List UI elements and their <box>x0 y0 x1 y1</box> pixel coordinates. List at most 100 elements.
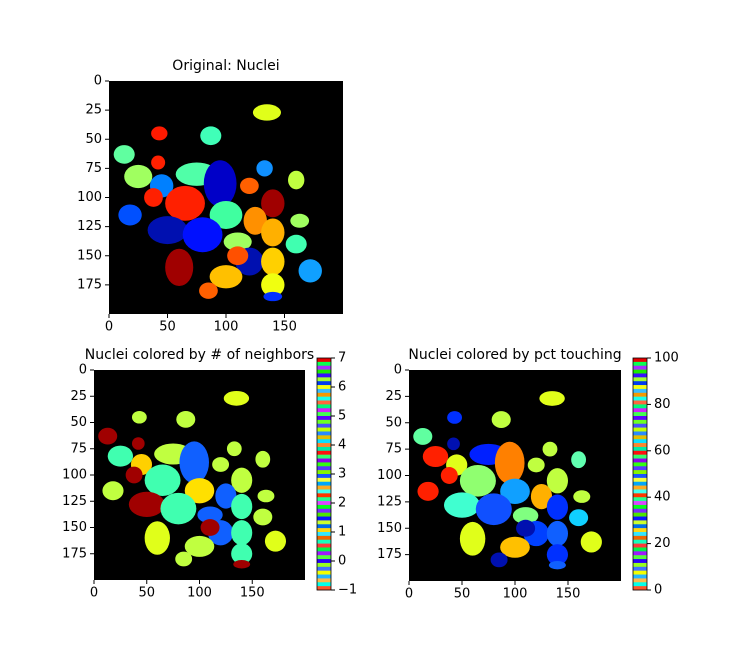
colorbar-tick-label: 2 <box>338 496 346 511</box>
colorbar-stripe <box>317 373 331 378</box>
colorbar-stripe <box>633 369 647 374</box>
nucleus <box>252 104 281 121</box>
colorbar-tick-label: 40 <box>654 490 671 505</box>
y-tick-label: 150 <box>77 248 102 263</box>
colorbar-stripe <box>633 574 647 579</box>
nucleus <box>165 248 194 287</box>
colorbar-stripe <box>317 562 331 568</box>
nucleus <box>231 543 253 565</box>
colorbar-tick-label: 20 <box>654 536 671 551</box>
colorbar-tick-label: 1 <box>338 525 346 540</box>
colorbar-tick-label: 6 <box>338 380 346 395</box>
nucleus <box>209 265 243 289</box>
nucleus <box>569 509 589 527</box>
x-tick-label: 150 <box>272 320 297 335</box>
colorbar-stripe <box>317 566 331 571</box>
nucleus <box>512 507 539 525</box>
nucleus <box>261 218 285 247</box>
nucleus <box>131 410 147 424</box>
colorbar-stripe <box>633 524 647 529</box>
nucleus <box>264 530 287 552</box>
colorbar-tick-label: 0 <box>654 583 662 598</box>
colorbar-stripe <box>633 481 647 486</box>
colorbar-stripe <box>317 396 331 401</box>
y-tick-label: 150 <box>377 521 402 536</box>
colorbar-stripe <box>317 559 331 564</box>
x-tick-label: 100 <box>187 586 212 601</box>
colorbar-stripe <box>317 408 331 413</box>
colorbar-tick-label: 5 <box>338 409 346 424</box>
nucleus <box>147 216 188 245</box>
colorbar-stripe <box>317 570 331 575</box>
colorbar-stripe <box>317 508 331 513</box>
y-tick-label: 50 <box>385 415 402 430</box>
colorbar-stripe <box>317 586 331 591</box>
colorbar-stripe <box>317 501 331 506</box>
nucleus <box>113 145 135 164</box>
nucleus <box>233 560 251 569</box>
colorbar-stripe <box>633 392 647 397</box>
y-tick-label: 100 <box>377 468 402 483</box>
nucleus <box>107 445 134 467</box>
colorbar-stripe <box>317 520 331 525</box>
colorbar-stripe <box>633 497 647 502</box>
colorbar-stripe <box>317 504 331 510</box>
colorbar-stripe <box>633 535 647 541</box>
colorbar-stripe <box>317 524 331 529</box>
nucleus <box>215 483 237 509</box>
colorbar-stripe <box>633 419 647 425</box>
y-tick-label: 175 <box>62 546 87 561</box>
colorbar-stripe <box>317 497 331 502</box>
colorbar-tick-label: 0 <box>338 554 346 569</box>
colorbar-stripe <box>317 369 331 374</box>
colorbar-stripe <box>633 412 647 417</box>
colorbar-stripe <box>317 458 331 463</box>
x-tick-label: 50 <box>159 320 176 335</box>
colorbar-stripe <box>633 566 647 571</box>
colorbar-frame <box>632 357 648 591</box>
colorbar-stripe <box>633 485 647 490</box>
colorbar-stripe <box>317 582 331 587</box>
nucleus <box>548 560 566 570</box>
colorbar-stripe <box>633 385 647 390</box>
nucleus <box>199 282 218 299</box>
nucleus <box>203 160 237 207</box>
colorbar-stripe <box>317 477 331 483</box>
colorbar-stripe <box>633 427 647 432</box>
colorbar-stripe <box>317 435 331 440</box>
nucleus <box>490 552 508 568</box>
colorbar-stripe <box>317 528 331 533</box>
colorbar-stripe <box>317 443 331 448</box>
nucleus <box>118 204 142 226</box>
nucleus <box>417 481 439 501</box>
nucleus <box>542 441 558 457</box>
nucleus <box>298 259 322 283</box>
colorbar-stripe <box>633 416 647 421</box>
nucleus <box>102 481 124 501</box>
colorbar-stripe <box>317 574 331 579</box>
x-tick-label: 0 <box>405 587 413 602</box>
colorbar-stripe <box>317 365 331 370</box>
colorbar-stripe <box>317 516 331 521</box>
colorbar-stripe <box>633 555 647 560</box>
colorbar-stripe <box>633 365 647 370</box>
nucleus <box>223 232 252 252</box>
nucleus <box>209 200 243 229</box>
nucleus <box>182 217 223 253</box>
colorbar-stripe <box>317 547 331 552</box>
y-tick-label: 125 <box>377 494 402 509</box>
y-tick-label: 125 <box>62 494 87 509</box>
nucleus <box>491 411 511 429</box>
nucleus <box>546 468 569 494</box>
colorbar-stripe <box>633 454 647 459</box>
colorbar-stripe <box>317 466 331 471</box>
nucleus <box>144 464 181 496</box>
colorbar-stripe <box>317 474 331 479</box>
colorbar-stripe <box>317 361 331 367</box>
nucleus <box>131 437 145 450</box>
nucleus <box>290 213 310 228</box>
colorbar-stripe <box>317 446 331 452</box>
colorbar-stripe <box>633 388 647 394</box>
nucleus <box>160 492 197 525</box>
nucleus <box>500 478 530 504</box>
